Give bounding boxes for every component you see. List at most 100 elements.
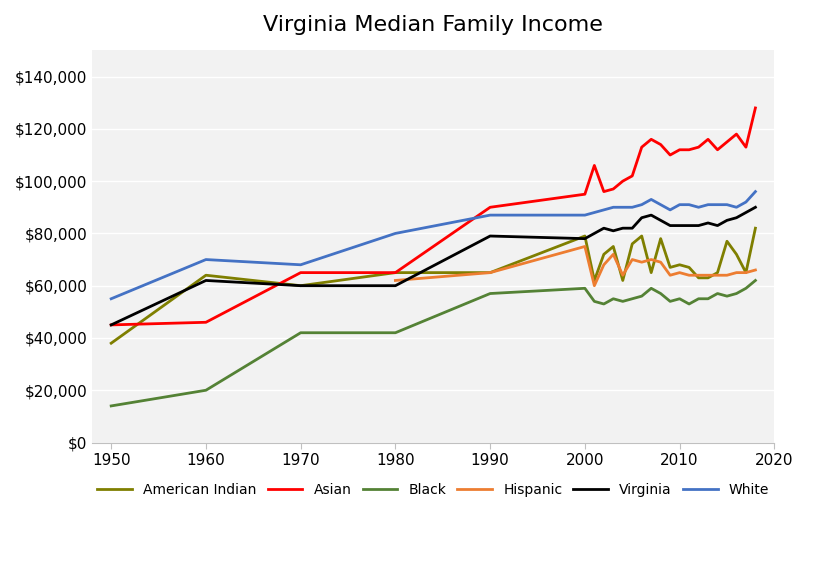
White: [390, 230, 400, 237]
Black: [390, 329, 400, 336]
American Indian: [485, 269, 495, 276]
White: [618, 204, 628, 211]
American Indian: [656, 235, 666, 242]
White: [751, 188, 760, 195]
Virginia: [712, 222, 722, 229]
Hispanic: [637, 259, 646, 266]
White: [580, 212, 590, 219]
White: [685, 201, 694, 208]
Hispanic: [675, 269, 685, 276]
Line: Asian: Asian: [111, 108, 756, 325]
Hispanic: [703, 272, 713, 279]
Black: [732, 290, 742, 297]
Black: [694, 295, 703, 302]
Asian: [580, 191, 590, 198]
Hispanic: [741, 269, 751, 276]
Hispanic: [694, 272, 703, 279]
Asian: [589, 162, 599, 169]
Hispanic: [618, 272, 628, 279]
Asian: [646, 136, 656, 143]
Hispanic: [599, 262, 609, 268]
Virginia: [580, 235, 590, 242]
Asian: [618, 178, 628, 184]
Black: [106, 403, 116, 409]
Asian: [665, 151, 675, 158]
Virginia: [201, 277, 211, 284]
Asian: [599, 188, 609, 195]
Black: [712, 290, 722, 297]
Black: [703, 295, 713, 302]
Hispanic: [589, 282, 599, 289]
White: [656, 201, 666, 208]
Virginia: [618, 225, 628, 232]
American Indian: [685, 264, 694, 271]
White: [675, 201, 685, 208]
American Indian: [609, 243, 619, 250]
Black: [685, 300, 694, 307]
Asian: [751, 104, 760, 111]
Virginia: [732, 214, 742, 221]
Hispanic: [665, 272, 675, 279]
Asian: [741, 144, 751, 151]
Black: [485, 290, 495, 297]
Asian: [694, 144, 703, 151]
Virginia: [751, 204, 760, 211]
Black: [609, 295, 619, 302]
Asian: [106, 321, 116, 328]
Hispanic: [646, 256, 656, 263]
Virginia: [685, 222, 694, 229]
Virginia: [694, 222, 703, 229]
American Indian: [722, 238, 732, 245]
Virginia: [675, 222, 685, 229]
American Indian: [637, 232, 646, 239]
Black: [751, 277, 760, 284]
Hispanic: [485, 269, 495, 276]
American Indian: [646, 269, 656, 276]
American Indian: [732, 251, 742, 258]
Black: [637, 293, 646, 300]
Asian: [637, 144, 646, 151]
Virginia: [609, 227, 619, 234]
Asian: [485, 204, 495, 211]
Black: [618, 298, 628, 305]
American Indian: [618, 277, 628, 284]
Title: Virginia Median Family Income: Virginia Median Family Income: [263, 15, 603, 35]
Virginia: [665, 222, 675, 229]
Hispanic: [580, 243, 590, 250]
American Indian: [694, 275, 703, 282]
American Indian: [296, 282, 306, 289]
Virginia: [390, 282, 400, 289]
Black: [741, 285, 751, 292]
Asian: [722, 139, 732, 146]
American Indian: [201, 272, 211, 279]
Black: [646, 285, 656, 292]
White: [722, 201, 732, 208]
Virginia: [599, 225, 609, 232]
American Indian: [589, 277, 599, 284]
White: [694, 204, 703, 211]
American Indian: [628, 240, 637, 247]
Asian: [201, 319, 211, 325]
American Indian: [741, 269, 751, 276]
Virginia: [741, 209, 751, 216]
Line: Virginia: Virginia: [111, 207, 756, 325]
White: [589, 209, 599, 216]
Virginia: [589, 230, 599, 237]
White: [485, 212, 495, 219]
Black: [628, 295, 637, 302]
American Indian: [665, 264, 675, 271]
White: [712, 201, 722, 208]
American Indian: [675, 262, 685, 268]
Hispanic: [751, 267, 760, 274]
Virginia: [646, 212, 656, 219]
American Indian: [106, 340, 116, 347]
White: [296, 262, 306, 268]
Asian: [609, 186, 619, 192]
Virginia: [703, 219, 713, 226]
American Indian: [751, 225, 760, 232]
Hispanic: [390, 277, 400, 284]
Asian: [675, 146, 685, 153]
Asian: [685, 146, 694, 153]
White: [741, 199, 751, 206]
Asian: [703, 136, 713, 143]
